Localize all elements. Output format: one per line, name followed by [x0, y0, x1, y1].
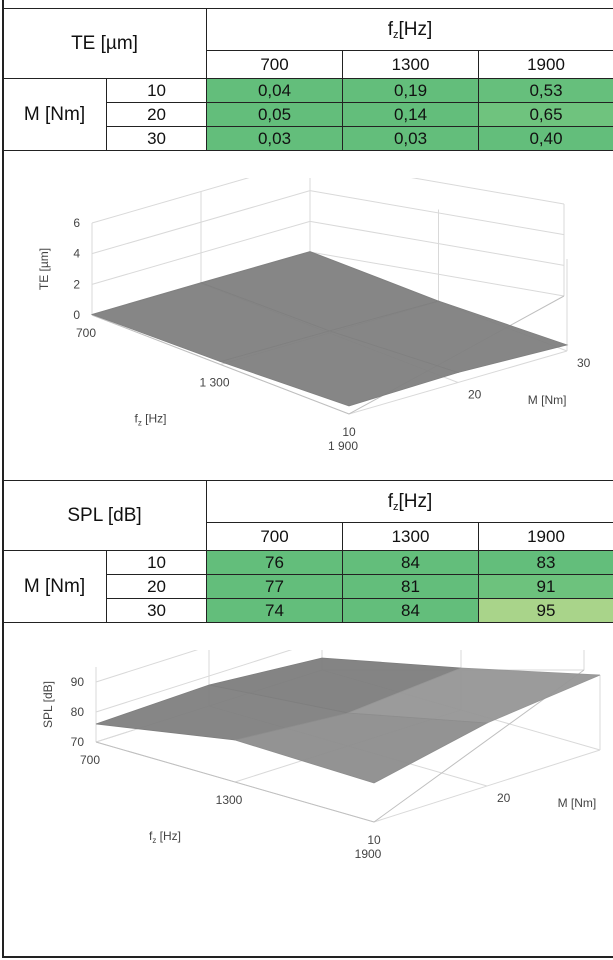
te-m-10: 10 — [107, 79, 207, 103]
table-cell: 77 — [207, 575, 343, 599]
te-col-1300: 1300 — [343, 51, 479, 79]
table-cell: 81 — [343, 575, 479, 599]
x-tick-label: 1 900 — [328, 439, 358, 453]
spl-col-700: 700 — [207, 523, 343, 551]
spl-col-1300: 1300 — [343, 523, 479, 551]
table-cell: 74 — [207, 599, 343, 623]
te-surface-chart: 0 2 4 6 TE [µm] 700 1 300 1 900 fz [Hz] 10 20 30 M [… — [4, 178, 609, 478]
table-cell: 0,03 — [207, 127, 343, 151]
m-tick-label: 10 — [342, 425, 356, 439]
te-m-20: 20 — [107, 103, 207, 127]
spl-m-30: 30 — [107, 599, 207, 623]
x-tick-label: 1 300 — [199, 376, 229, 390]
spl-col-header: fz[Hz] — [207, 481, 613, 523]
m-axis-title: M [Nm] — [558, 796, 597, 810]
table-cell: 0,53 — [479, 79, 613, 103]
y-tick-label: 2 — [73, 277, 80, 291]
table-cell: 76 — [207, 551, 343, 575]
te-col-700: 700 — [207, 51, 343, 79]
y-axis-title: SPL [dB] — [41, 681, 55, 728]
m-tick-label: 20 — [468, 388, 482, 402]
table-cell: 0,04 — [207, 79, 343, 103]
m-tick-label: 10 — [367, 833, 381, 847]
table-cell: 0,40 — [479, 127, 613, 151]
y-tick-label: 6 — [73, 216, 80, 230]
table-cell: 0,05 — [207, 103, 343, 127]
table-cell: 83 — [479, 551, 613, 575]
table-cell: 95 — [479, 599, 613, 623]
spl-row-header: M [Nm] — [3, 551, 107, 623]
y-axis-title: TE [µm] — [37, 248, 51, 290]
gridline — [310, 178, 564, 204]
table-cell: 0,14 — [343, 103, 479, 127]
spl-m-20: 20 — [107, 575, 207, 599]
x-axis-title: fz [Hz] — [134, 412, 166, 428]
spl-m-10: 10 — [107, 551, 207, 575]
te-col-1900: 1900 — [479, 51, 613, 79]
y-tick-label: 80 — [71, 705, 85, 719]
te-corner-label: TE [µm] — [3, 9, 207, 79]
te-col-header: fz[Hz] — [207, 9, 613, 51]
table-cell: 0,65 — [479, 103, 613, 127]
table-cell: 0,19 — [343, 79, 479, 103]
x-axis-title: fz [Hz] — [149, 829, 181, 845]
x-tick-label: 1900 — [355, 847, 382, 861]
x-tick-label: 700 — [80, 753, 100, 767]
table-cell: 84 — [343, 551, 479, 575]
te-table: TE [µm] fz[Hz] 700 1300 1900 M [Nm] 10 0… — [2, 8, 613, 151]
table-cell: 0,03 — [343, 127, 479, 151]
y-tick-label: 0 — [73, 308, 80, 322]
m-tick-label: 20 — [497, 791, 511, 805]
table-cell: 84 — [343, 599, 479, 623]
te-m-30: 30 — [107, 127, 207, 151]
table-cell: 91 — [479, 575, 613, 599]
te-row-header: M [Nm] — [3, 79, 107, 151]
x-tick-label: 1300 — [216, 793, 243, 807]
m-axis-title: M [Nm] — [528, 393, 567, 407]
y-tick-label: 4 — [73, 247, 80, 261]
spl-col-1900: 1900 — [479, 523, 613, 551]
y-tick-label: 90 — [71, 675, 85, 689]
spl-corner-label: SPL [dB] — [3, 481, 207, 551]
spl-table: SPL [dB] fz[Hz] 700 1300 1900 M [Nm] 10 … — [2, 480, 613, 623]
y-tick-label: 70 — [71, 735, 85, 749]
m-tick-label: 30 — [577, 356, 591, 370]
x-tick-label: 700 — [76, 326, 96, 340]
